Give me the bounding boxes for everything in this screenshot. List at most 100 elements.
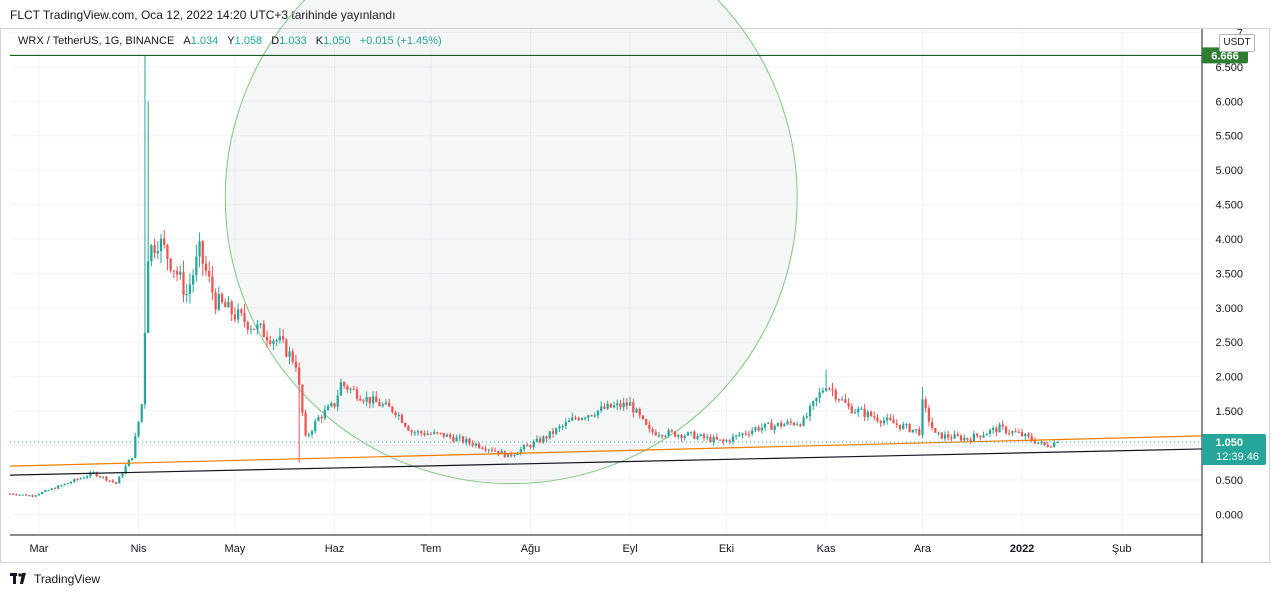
currency-unit-button[interactable]: USDT bbox=[1219, 34, 1255, 52]
candles bbox=[8, 55, 1059, 498]
candle-body bbox=[1027, 433, 1030, 437]
candle-body bbox=[786, 421, 789, 425]
candle-body bbox=[792, 422, 796, 425]
candle-body bbox=[577, 418, 580, 421]
candle-body bbox=[972, 433, 976, 441]
candle-body bbox=[400, 414, 404, 423]
candle-body bbox=[304, 412, 307, 436]
candle-body bbox=[175, 270, 179, 275]
footer-brand[interactable]: TradingView bbox=[10, 572, 100, 586]
candle-body bbox=[571, 417, 574, 421]
candle-body bbox=[847, 402, 850, 407]
candle-body bbox=[76, 479, 79, 481]
candle-body bbox=[583, 417, 587, 419]
candle-body bbox=[326, 406, 330, 411]
candle-body bbox=[211, 276, 214, 293]
candle-body bbox=[50, 488, 53, 490]
y-tick-label: 5.000 bbox=[1215, 165, 1243, 177]
candle-body bbox=[259, 323, 262, 325]
candle-body bbox=[375, 396, 378, 403]
candle-body bbox=[532, 441, 535, 448]
candle-body bbox=[869, 411, 873, 417]
candle-body bbox=[420, 431, 423, 434]
candle-body bbox=[24, 494, 28, 496]
candle-body bbox=[208, 270, 211, 277]
candle-body bbox=[596, 410, 600, 416]
candle-body bbox=[121, 473, 124, 477]
candle-body bbox=[924, 399, 927, 409]
candle-body bbox=[706, 436, 709, 438]
y-tick-label: 6.000 bbox=[1215, 96, 1243, 108]
candle-body bbox=[362, 400, 365, 402]
candle-body bbox=[57, 485, 60, 489]
candle-body bbox=[66, 483, 69, 485]
candle-body bbox=[641, 415, 645, 420]
candle-body bbox=[1014, 431, 1017, 433]
candle-body bbox=[683, 435, 686, 438]
candle-body bbox=[272, 340, 275, 344]
candle-body bbox=[725, 440, 728, 442]
candle-body bbox=[1024, 433, 1027, 437]
candle-body bbox=[783, 424, 786, 427]
level-badge-label: 6.666 bbox=[1211, 50, 1239, 62]
candle-body bbox=[837, 399, 841, 401]
candle-body bbox=[677, 434, 680, 437]
x-tick-label: Kas bbox=[817, 543, 836, 555]
candle-body bbox=[8, 493, 12, 495]
low-label: D bbox=[271, 35, 280, 47]
candle-body bbox=[301, 384, 304, 413]
candle-body bbox=[243, 312, 246, 323]
candle-body bbox=[911, 429, 914, 432]
candle-body bbox=[150, 245, 153, 262]
candle-body bbox=[253, 328, 256, 330]
candle-body bbox=[998, 424, 1001, 433]
candle-body bbox=[982, 435, 985, 438]
candle-body bbox=[477, 443, 481, 448]
candle-body bbox=[535, 438, 539, 442]
candle-body bbox=[384, 402, 388, 405]
drawing-shapes bbox=[224, 0, 798, 485]
candle-body bbox=[548, 431, 551, 439]
candle-body bbox=[593, 415, 596, 417]
candle-body bbox=[53, 488, 57, 490]
candle-body bbox=[391, 406, 394, 413]
candle-body bbox=[458, 436, 461, 438]
candle-body bbox=[921, 399, 924, 436]
candle-body bbox=[561, 425, 564, 427]
candle-body bbox=[474, 443, 478, 446]
candle-body bbox=[616, 403, 619, 406]
candle-body bbox=[789, 421, 792, 423]
open-value: 1.034 bbox=[190, 35, 219, 47]
candle-body bbox=[298, 367, 301, 385]
candle-body bbox=[1017, 432, 1020, 434]
candle-body bbox=[18, 494, 21, 496]
candle-body bbox=[898, 424, 902, 429]
candle-body bbox=[85, 476, 89, 478]
candle-body bbox=[381, 404, 384, 407]
candle-body bbox=[953, 434, 956, 439]
candle-body bbox=[481, 447, 484, 449]
candle-body bbox=[657, 435, 661, 437]
candle-body bbox=[927, 408, 931, 422]
candle-body bbox=[310, 431, 314, 435]
y-tick-label: 5.500 bbox=[1215, 131, 1243, 143]
candle-body bbox=[558, 426, 561, 429]
candle-body bbox=[715, 437, 718, 440]
candle-body bbox=[214, 292, 217, 310]
candle-body bbox=[937, 432, 940, 434]
candle-body bbox=[763, 423, 767, 428]
candle-body bbox=[988, 430, 992, 434]
candle-body bbox=[256, 324, 259, 330]
tradingview-logo-icon bbox=[10, 573, 26, 584]
candle-body bbox=[612, 405, 616, 408]
candle-body bbox=[156, 251, 159, 254]
close-label: K bbox=[315, 35, 324, 47]
candle-body bbox=[60, 485, 63, 487]
candle-body bbox=[355, 389, 359, 399]
candle-body bbox=[339, 382, 343, 396]
candle-body bbox=[815, 397, 818, 402]
candle-body bbox=[359, 398, 362, 401]
candle-body bbox=[959, 435, 963, 441]
candle-body bbox=[567, 420, 571, 423]
